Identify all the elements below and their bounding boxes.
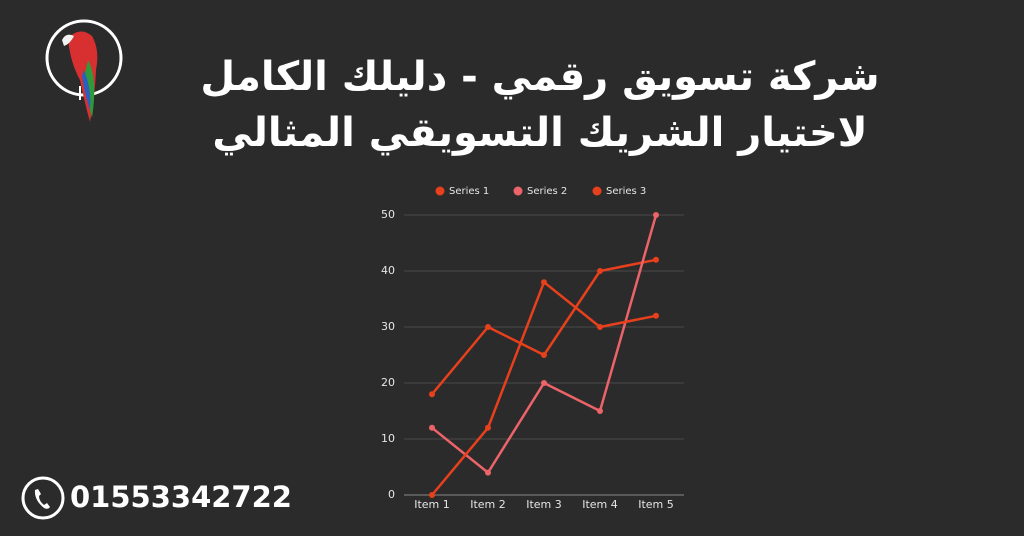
data-point [541, 352, 547, 358]
data-point [429, 391, 435, 398]
legend-label: Series 3 [606, 186, 646, 197]
y-tick-label: 50 [381, 208, 395, 221]
data-point [653, 212, 659, 218]
y-tick-label: 40 [381, 264, 395, 277]
phone-icon [21, 476, 65, 520]
data-point [485, 469, 491, 476]
legend-swatch [513, 186, 523, 196]
y-tick-label: 0 [388, 488, 395, 501]
data-point [429, 424, 435, 431]
legend-label: Series 1 [449, 186, 489, 197]
x-tick-label: Item 3 [526, 498, 562, 511]
data-point [485, 324, 491, 330]
data-point [653, 312, 659, 319]
y-tick-label: 10 [381, 432, 395, 445]
data-point [485, 424, 491, 431]
title-line: لاختيار الشريك التسويقي المثالي [212, 110, 868, 156]
x-tick-label: Item 5 [638, 498, 674, 511]
legend-swatch [592, 186, 602, 196]
legend-label: Series 2 [527, 186, 567, 197]
phone-number: 01553342722 [70, 480, 292, 514]
data-point [429, 492, 435, 498]
x-tick-label: Item 2 [470, 498, 506, 511]
data-point [653, 256, 659, 263]
y-tick-label: 30 [381, 320, 395, 333]
data-point [597, 268, 603, 274]
series-line [431, 280, 657, 496]
data-point [541, 279, 547, 286]
logo [45, 19, 123, 122]
data-point [541, 380, 547, 386]
data-point [597, 408, 603, 414]
y-tick-label: 20 [381, 376, 395, 389]
data-point [597, 324, 603, 330]
x-tick-label: Item 1 [414, 498, 450, 511]
series-line [431, 214, 658, 475]
title-line: شركة تسويق رقمي - دليلك الكامل [200, 54, 880, 100]
x-tick-label: Item 4 [582, 498, 618, 511]
legend-swatch [435, 186, 445, 196]
